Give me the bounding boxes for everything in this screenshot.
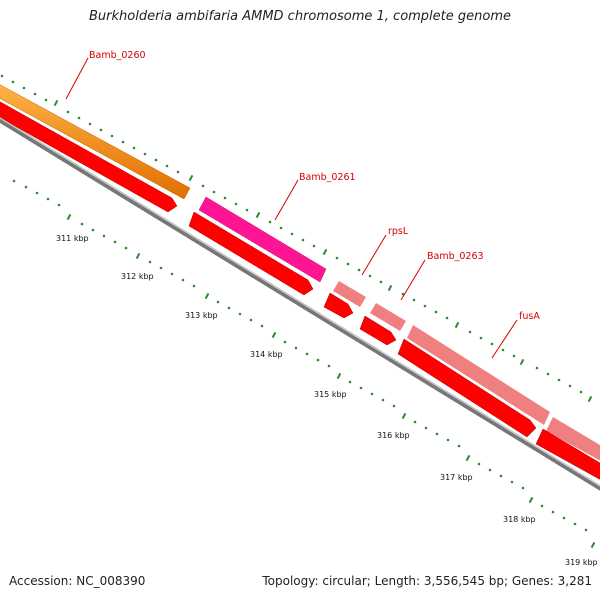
gene-callouts (65, 57, 518, 359)
forward-strand (0, 82, 600, 466)
tick-label: 317 kbp (440, 473, 473, 482)
tick-label: 319 kbp (565, 558, 598, 567)
topology-text: Topology: circular; Length: 3,556,545 bp… (262, 574, 592, 588)
inner-tick-ring (12, 179, 596, 549)
gene-bar-fusa[interactable] (407, 325, 550, 425)
gene-bar-rpsl[interactable] (333, 281, 366, 307)
gene-bar-bamb-0261[interactable] (198, 196, 327, 283)
tick-label: 315 kbp (314, 390, 347, 399)
backbone (0, 117, 600, 491)
gene-label-fusa[interactable]: fusA (519, 311, 540, 322)
map-title: Burkholderia ambifaria AMMD chromosome 1… (88, 9, 512, 24)
gene-bar-bamb-0260[interactable] (0, 82, 191, 200)
tick-labels: 311 kbp 312 kbp 313 kbp 314 kbp 315 kbp … (56, 234, 598, 567)
tick-label: 316 kbp (377, 431, 410, 440)
gene-labels: Bamb_0260 Bamb_0261 rpsL Bamb_0263 fusA (89, 50, 540, 322)
gene-label-rpsl[interactable]: rpsL (388, 226, 409, 237)
gene-label-bamb-0263[interactable]: Bamb_0263 (427, 251, 484, 262)
tick-label: 318 kbp (503, 515, 536, 524)
accession-text: Accession: NC_008390 (9, 574, 146, 588)
gene-label-bamb-0260[interactable]: Bamb_0260 (89, 50, 146, 61)
cds-strand (0, 101, 600, 480)
tick-label: 314 kbp (250, 350, 283, 359)
tick-label: 313 kbp (185, 311, 218, 320)
tick-label: 311 kbp (56, 234, 89, 243)
outer-tick-ring (0, 74, 593, 403)
gene-bar-bamb-0263[interactable] (370, 303, 406, 331)
gene-bar-next[interactable] (546, 417, 600, 466)
tick-label: 312 kbp (121, 272, 154, 281)
gene-label-bamb-0261[interactable]: Bamb_0261 (299, 172, 356, 183)
